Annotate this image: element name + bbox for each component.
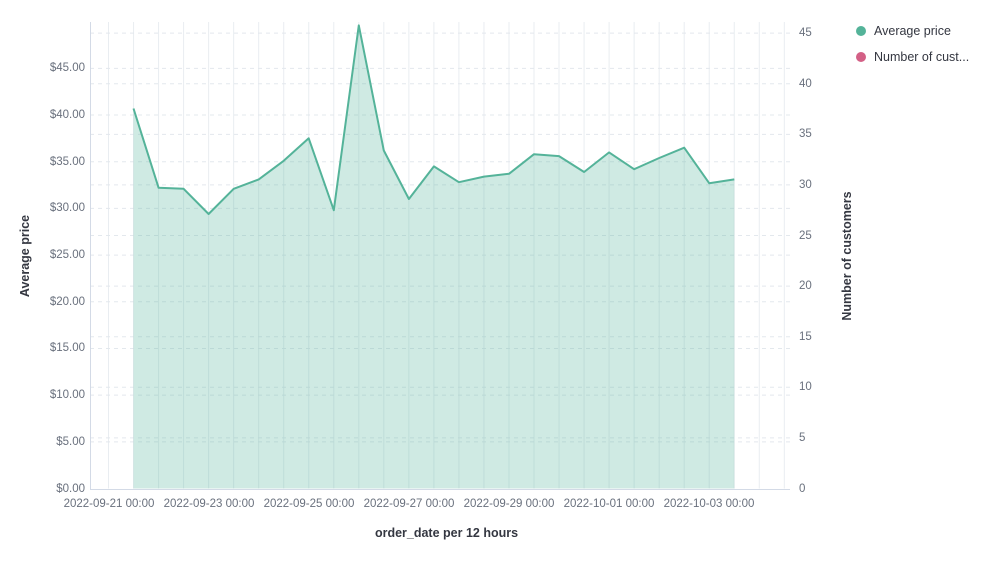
x-axis-title: order_date per 12 hours	[374, 526, 519, 540]
y-axis-right-tick-label: 20	[799, 280, 812, 292]
y-axis-left-tick-label: $35.00	[49, 156, 85, 168]
legend: Average price Number of cust...	[856, 23, 969, 65]
y-axis-right-title: Number of customers	[840, 191, 854, 321]
chart-plot[interactable]	[90, 22, 790, 490]
y-axis-left-tick-label: $15.00	[49, 342, 85, 354]
legend-series-label: Number of cust...	[874, 50, 970, 64]
x-axis-tick-label: 2022-09-29 00:00	[463, 498, 555, 510]
y-axis-left-tick-label: $30.00	[49, 202, 85, 214]
y-axis-left-tick-label: $20.00	[49, 296, 85, 308]
legend-item[interactable]: Number of cust...	[856, 49, 969, 65]
x-axis-tick-label: 2022-09-21 00:00	[63, 498, 155, 510]
legend-item[interactable]: Average price	[856, 23, 969, 39]
y-axis-right-tick-label: 45	[799, 27, 812, 39]
y-axis-left-tick-label: $40.00	[49, 109, 85, 121]
legend-series-dot	[856, 26, 866, 36]
y-axis-right-tick-label: 0	[799, 483, 806, 495]
y-axis-right-tick-label: 5	[799, 432, 806, 444]
x-axis-tick-label: 2022-10-03 00:00	[663, 498, 755, 510]
y-axis-right-tick-label: 40	[799, 78, 812, 90]
average-price-area	[133, 25, 735, 489]
y-axis-right-tick-label: 30	[799, 179, 812, 191]
x-axis-tick-label: 2022-10-01 00:00	[563, 498, 655, 510]
legend-series-label: Average price	[874, 24, 951, 38]
y-axis-right-tick-label: 35	[799, 128, 812, 140]
y-axis-right-tick-label: 25	[799, 230, 812, 242]
y-axis-right-tick-label: 15	[799, 331, 812, 343]
y-axis-left-tick-label: $0.00	[56, 483, 85, 495]
x-axis-tick-label: 2022-09-23 00:00	[163, 498, 255, 510]
average-price-line	[132, 24, 735, 215]
x-axis-tick-label: 2022-09-27 00:00	[363, 498, 455, 510]
y-axis-left-tick-label: $5.00	[56, 436, 85, 448]
x-axis-tick-label: 2022-09-25 00:00	[263, 498, 355, 510]
legend-series-dot	[856, 52, 866, 62]
y-axis-left-tick-label: $25.00	[49, 249, 85, 261]
y-axis-left-tick-label: $10.00	[49, 389, 85, 401]
y-axis-left-tick-label: $45.00	[49, 62, 85, 74]
y-axis-right-tick-label: 10	[799, 381, 812, 393]
